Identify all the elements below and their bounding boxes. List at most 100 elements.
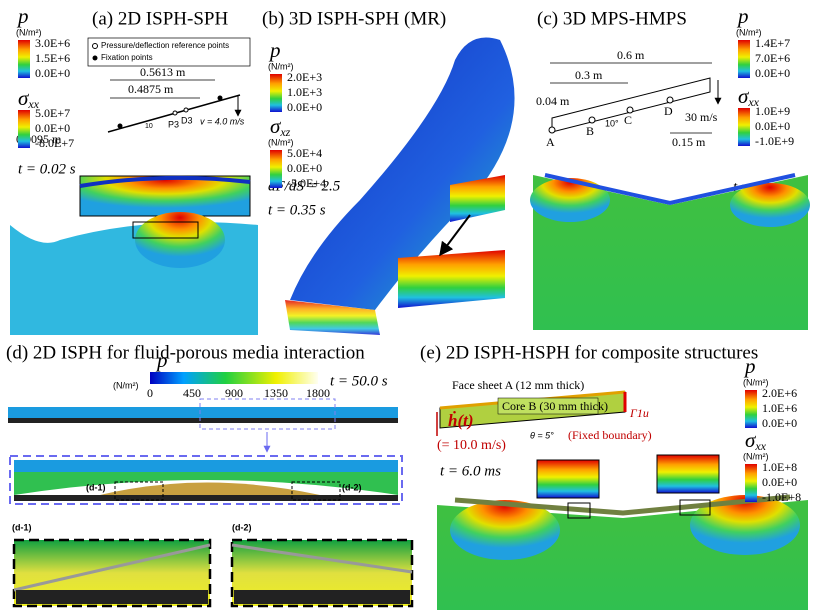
legend-marker — [93, 44, 98, 49]
point-label: C — [624, 113, 632, 127]
colorbar-tick-label: 0.0E+0 — [755, 66, 790, 80]
point-label: D — [664, 104, 673, 118]
colorbar-tick-label: 0.0E+0 — [35, 66, 70, 80]
symbol: p — [16, 4, 29, 28]
angle-label: 10 — [145, 123, 153, 130]
colorbar-tick-label: 1.0E+9 — [755, 104, 790, 118]
dimension-label: 0.3 m — [575, 68, 603, 82]
reference-point — [184, 108, 188, 112]
colorbar-symbol: σxx — [745, 428, 767, 453]
panel-title: (e) 2D ISPH-HSPH for composite structure… — [420, 342, 758, 363]
point-label: B — [586, 124, 594, 138]
point — [589, 117, 595, 123]
symbol: p — [736, 4, 749, 28]
inset-image — [537, 460, 599, 498]
inset-label: (d-1) — [12, 522, 32, 532]
colorbar — [738, 40, 750, 78]
colorbar-tick-label: 1.4E+7 — [755, 36, 790, 50]
symbol: p — [268, 38, 281, 62]
velocity-label: v = 4.0 m/s — [200, 116, 245, 126]
colorbar — [150, 372, 318, 384]
colorbar-symbol: p — [736, 4, 749, 28]
colorbar-tick-label: 0.0E+0 — [762, 475, 797, 489]
colorbar-symbol: p — [16, 4, 29, 28]
colorbar-tick-label: 1800 — [306, 386, 330, 400]
colorbar-tick-label: 0.0E+0 — [287, 100, 322, 114]
colorbar-tick-label: 0.0E+0 — [762, 416, 797, 430]
pressure-field — [135, 212, 225, 268]
colorbar-tick-label: 7.0E+6 — [755, 51, 790, 65]
colorbar-tick-label: 0.0E+0 — [755, 119, 790, 133]
inset-label: (d-2) — [232, 522, 252, 532]
reference-point — [173, 111, 177, 115]
colorbar-tick-label: 0 — [147, 386, 153, 400]
colorbar-tick-label: 1.0E+8 — [762, 460, 797, 474]
colorbar-tick-label: 1.0E+6 — [762, 401, 797, 415]
colorbar — [18, 110, 30, 148]
angle-label: 10° — [605, 118, 619, 128]
colorbar-tick-label: -8.0E+7 — [35, 136, 74, 150]
panel-title: (c) 3D MPS-HMPS — [537, 8, 687, 29]
time-label: t = 50.0 s — [330, 373, 388, 389]
colorbar — [738, 108, 750, 146]
panel-title: (a) 2D ISPH-SPH — [92, 8, 228, 29]
inset-label: (d-1) — [86, 482, 106, 492]
figure: (a) 2D ISPH-SPH Pressure/deflection refe… — [0, 0, 818, 610]
bed — [16, 590, 208, 604]
bed — [234, 590, 410, 604]
inset-label: (d-2) — [342, 482, 362, 492]
colorbar-tick-label: -1.0E+9 — [755, 134, 794, 148]
colorbar-tick-label: 900 — [225, 386, 243, 400]
fixation-point — [118, 124, 123, 129]
colorbar-tick-label: -5.0E+4 — [287, 176, 326, 190]
colorbar-tick-label: 0.0E+0 — [287, 161, 322, 175]
dimension-label: 0.04 m — [536, 94, 570, 108]
point-label: A — [546, 135, 555, 149]
colorbar-symbol: p — [743, 354, 756, 378]
boundary-symbol: Γ1u — [629, 406, 649, 420]
boundary-label: (Fixed boundary) — [568, 428, 652, 442]
face-sheet-label: Face sheet A (12 mm thick) — [452, 378, 584, 392]
legend-text: Fixation points — [101, 53, 153, 62]
colorbar-tick-label: 1.0E+3 — [287, 85, 322, 99]
zoom-image — [398, 250, 505, 308]
time-label: t = 0.02 s — [18, 161, 76, 177]
velocity-label: (= 10.0 m/s) — [437, 438, 506, 453]
simulation-image — [14, 460, 398, 472]
velocity-symbol: ḣ(t) — [448, 411, 474, 430]
colorbar-tick-label: 1.5E+6 — [35, 51, 70, 65]
pressure-field — [730, 183, 810, 227]
colorbar — [745, 464, 757, 502]
colorbar-tick-label: -1.0E+8 — [762, 490, 801, 504]
point — [667, 97, 673, 103]
velocity-label: 30 m/s — [685, 110, 718, 124]
pressure-field — [530, 178, 610, 222]
colorbar-tick-label: 5.0E+7 — [35, 106, 70, 120]
colorbar — [270, 150, 282, 188]
colorbar-tick-label: 3.0E+6 — [35, 36, 70, 50]
colorbar-symbol: p — [268, 38, 281, 62]
colorbar-symbol: p — [155, 348, 168, 372]
colorbar-tick-label: 2.0E+3 — [287, 70, 322, 84]
colorbar-tick-label: 0.0E+0 — [35, 121, 70, 135]
legend-marker — [93, 56, 98, 61]
point-label: P3 — [168, 119, 179, 129]
colorbar-unit: (N/m²) — [113, 380, 139, 390]
dimension-label: 0.4875 m — [128, 82, 174, 96]
colorbar — [270, 74, 282, 112]
time-label: t = 0.35 s — [268, 202, 326, 218]
core-label: Core B (30 mm thick) — [502, 399, 608, 413]
colorbar-symbol: σxz — [270, 114, 291, 139]
angle-label: θ = 5° — [530, 430, 554, 440]
colorbar-tick-label: 5.0E+4 — [287, 146, 322, 160]
dimension-label: 0.15 m — [672, 135, 706, 149]
bed — [8, 418, 398, 423]
legend-text: Pressure/deflection reference points — [101, 41, 229, 50]
colorbar — [745, 390, 757, 428]
colorbar-tick-label: 450 — [183, 386, 201, 400]
colorbar-tick-label: 1350 — [264, 386, 288, 400]
fixation-point — [218, 96, 223, 101]
time-label: t = 6.0 ms — [440, 463, 501, 479]
inset-image — [657, 455, 719, 493]
panel-title: (d) 2D ISPH for fluid-porous media inter… — [6, 342, 365, 363]
